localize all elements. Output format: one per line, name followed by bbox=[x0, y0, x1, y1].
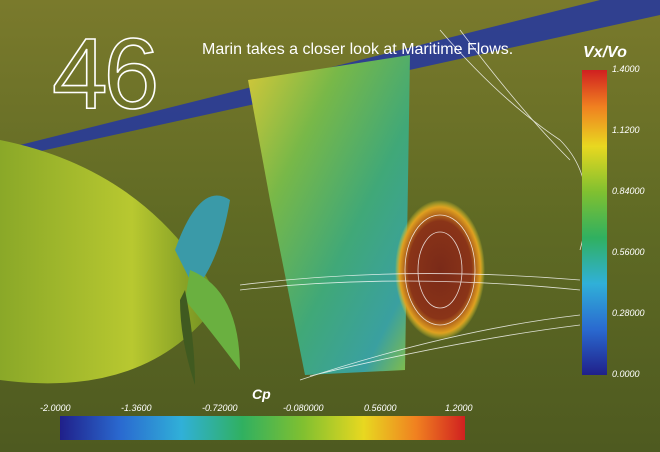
colorbar-label: 1.2000 bbox=[445, 403, 473, 413]
page-number: 46 bbox=[51, 18, 160, 130]
colorbar-label: 1.4000 bbox=[612, 64, 640, 74]
colorbar-label: 0.56000 bbox=[612, 247, 645, 257]
rudder bbox=[248, 55, 410, 375]
colorbar-label: 0.28000 bbox=[612, 308, 645, 318]
colorbar-label: 0.56000 bbox=[364, 403, 397, 413]
propeller-blade bbox=[185, 270, 240, 370]
colorbar-label: 1.1200 bbox=[612, 125, 640, 135]
colorbar-label: -0.72000 bbox=[202, 403, 238, 413]
colorbar-label: 0.84000 bbox=[612, 186, 645, 196]
propeller-blade bbox=[180, 290, 195, 385]
colorbar-label: 0.0000 bbox=[612, 369, 640, 379]
colorbar-label: -1.3600 bbox=[121, 403, 152, 413]
colorbar-bottom bbox=[60, 416, 465, 440]
colorbar-label: -2.0000 bbox=[40, 403, 71, 413]
headline: Marin takes a closer look at Maritime Fl… bbox=[202, 41, 514, 58]
colorbar-right-title: Vx/Vo bbox=[583, 44, 627, 61]
propeller-blade bbox=[175, 195, 230, 290]
colorbar-right bbox=[582, 70, 607, 375]
colorbar-label: -0.080000 bbox=[283, 403, 324, 413]
vortex bbox=[395, 200, 485, 340]
colorbar-bottom-title: Cp bbox=[252, 386, 271, 402]
hull bbox=[0, 140, 220, 384]
